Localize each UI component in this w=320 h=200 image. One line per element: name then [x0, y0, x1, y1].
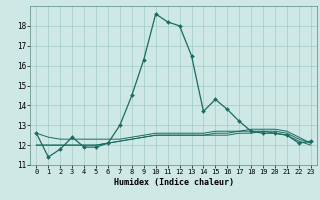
X-axis label: Humidex (Indice chaleur): Humidex (Indice chaleur) — [114, 178, 234, 187]
